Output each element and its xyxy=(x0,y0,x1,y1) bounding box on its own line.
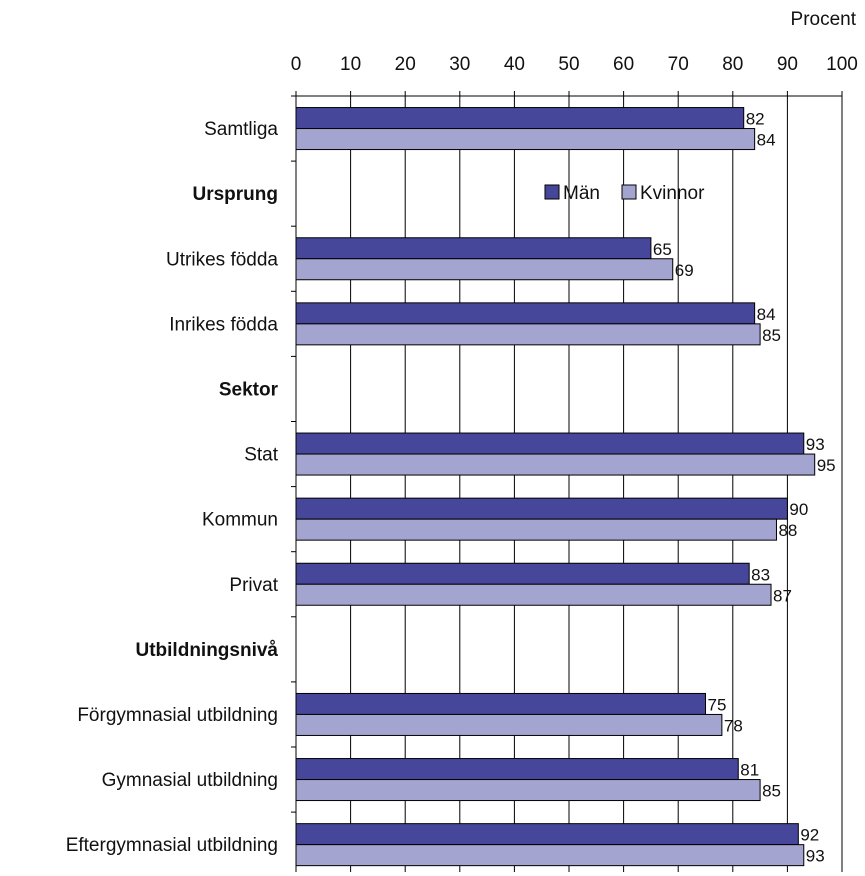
data-label: 92 xyxy=(800,826,819,845)
category-label: Förgymnasial utbildning xyxy=(77,705,278,726)
category-label: Eftergymnasial utbildning xyxy=(66,835,278,856)
legend-swatch-man xyxy=(544,184,560,200)
bar-man xyxy=(295,237,652,260)
bar-man xyxy=(295,302,756,325)
data-label: 65 xyxy=(653,240,672,259)
legend-swatch-kvinnor xyxy=(621,184,637,200)
category-label: Stat xyxy=(244,445,279,466)
bar-kvinnor xyxy=(295,583,772,606)
data-label: 69 xyxy=(675,261,694,280)
bar-kvinnor xyxy=(295,713,723,736)
x-tick-label: 100 xyxy=(826,54,858,75)
bar-kvinnor xyxy=(295,518,777,541)
data-label: 93 xyxy=(806,847,825,866)
data-label: 85 xyxy=(762,782,781,801)
x-tick-label: 20 xyxy=(395,54,416,75)
data-label: 85 xyxy=(762,326,781,345)
data-label: 88 xyxy=(778,521,797,540)
unit-label: Procent xyxy=(791,9,857,30)
bar-kvinnor xyxy=(295,128,756,151)
grid-layer xyxy=(350,96,843,872)
data-label: 95 xyxy=(817,456,836,475)
bar-man xyxy=(295,432,805,455)
category-label: Privat xyxy=(229,575,278,596)
x-tick-label: 30 xyxy=(449,54,470,75)
x-tick-label: 80 xyxy=(722,54,743,75)
category-label: Inrikes födda xyxy=(169,314,278,335)
legend-label-man: Män xyxy=(563,183,600,204)
x-tick-label: 10 xyxy=(340,54,361,75)
bar-man xyxy=(295,692,706,715)
category-label: Gymnasial utbildning xyxy=(102,770,278,791)
bar-kvinnor xyxy=(295,844,805,867)
category-label: Samtliga xyxy=(204,119,278,140)
section-header-label: Utbildningsnivå xyxy=(136,640,279,661)
bar-man xyxy=(295,823,799,846)
category-label: Utrikes födda xyxy=(166,249,278,270)
data-label: 84 xyxy=(757,305,776,324)
bar-kvinnor xyxy=(295,453,816,476)
x-tick-label: 50 xyxy=(558,54,579,75)
bar-man xyxy=(295,562,750,585)
section-header-label: Ursprung xyxy=(193,184,279,205)
bar-kvinnor xyxy=(295,323,761,346)
x-tick-label: 70 xyxy=(668,54,689,75)
x-tick-label: 40 xyxy=(504,54,525,75)
data-label: 93 xyxy=(806,435,825,454)
bar-man xyxy=(295,107,745,130)
x-tick-label: 60 xyxy=(613,54,634,75)
category-label: Kommun xyxy=(202,510,278,531)
axis-lines xyxy=(291,91,843,872)
bar-kvinnor xyxy=(295,779,761,802)
data-label: 78 xyxy=(724,716,743,735)
legend-label-kvinnor: Kvinnor xyxy=(640,183,705,204)
data-label: 81 xyxy=(740,761,759,780)
data-label: 83 xyxy=(751,565,770,584)
x-tick-label: 90 xyxy=(777,54,798,75)
x-tick-label: 0 xyxy=(291,54,302,75)
data-label: 90 xyxy=(789,500,808,519)
section-header-label: Sektor xyxy=(219,379,279,400)
bar-man xyxy=(295,497,788,520)
bar-man xyxy=(295,758,739,781)
legend: Män Kvinnor xyxy=(544,183,705,204)
data-label: 87 xyxy=(773,586,792,605)
category-labels: Samtliga Ursprung Utrikes födda Inrikes föd… xyxy=(66,119,279,856)
data-label: 84 xyxy=(757,131,776,150)
bar-kvinnor xyxy=(295,258,674,281)
tick-labels: 0 10 20 30 40 50 60 70 80 90 100 xyxy=(291,54,858,75)
data-label: 82 xyxy=(746,110,765,129)
data-label: 75 xyxy=(708,695,727,714)
